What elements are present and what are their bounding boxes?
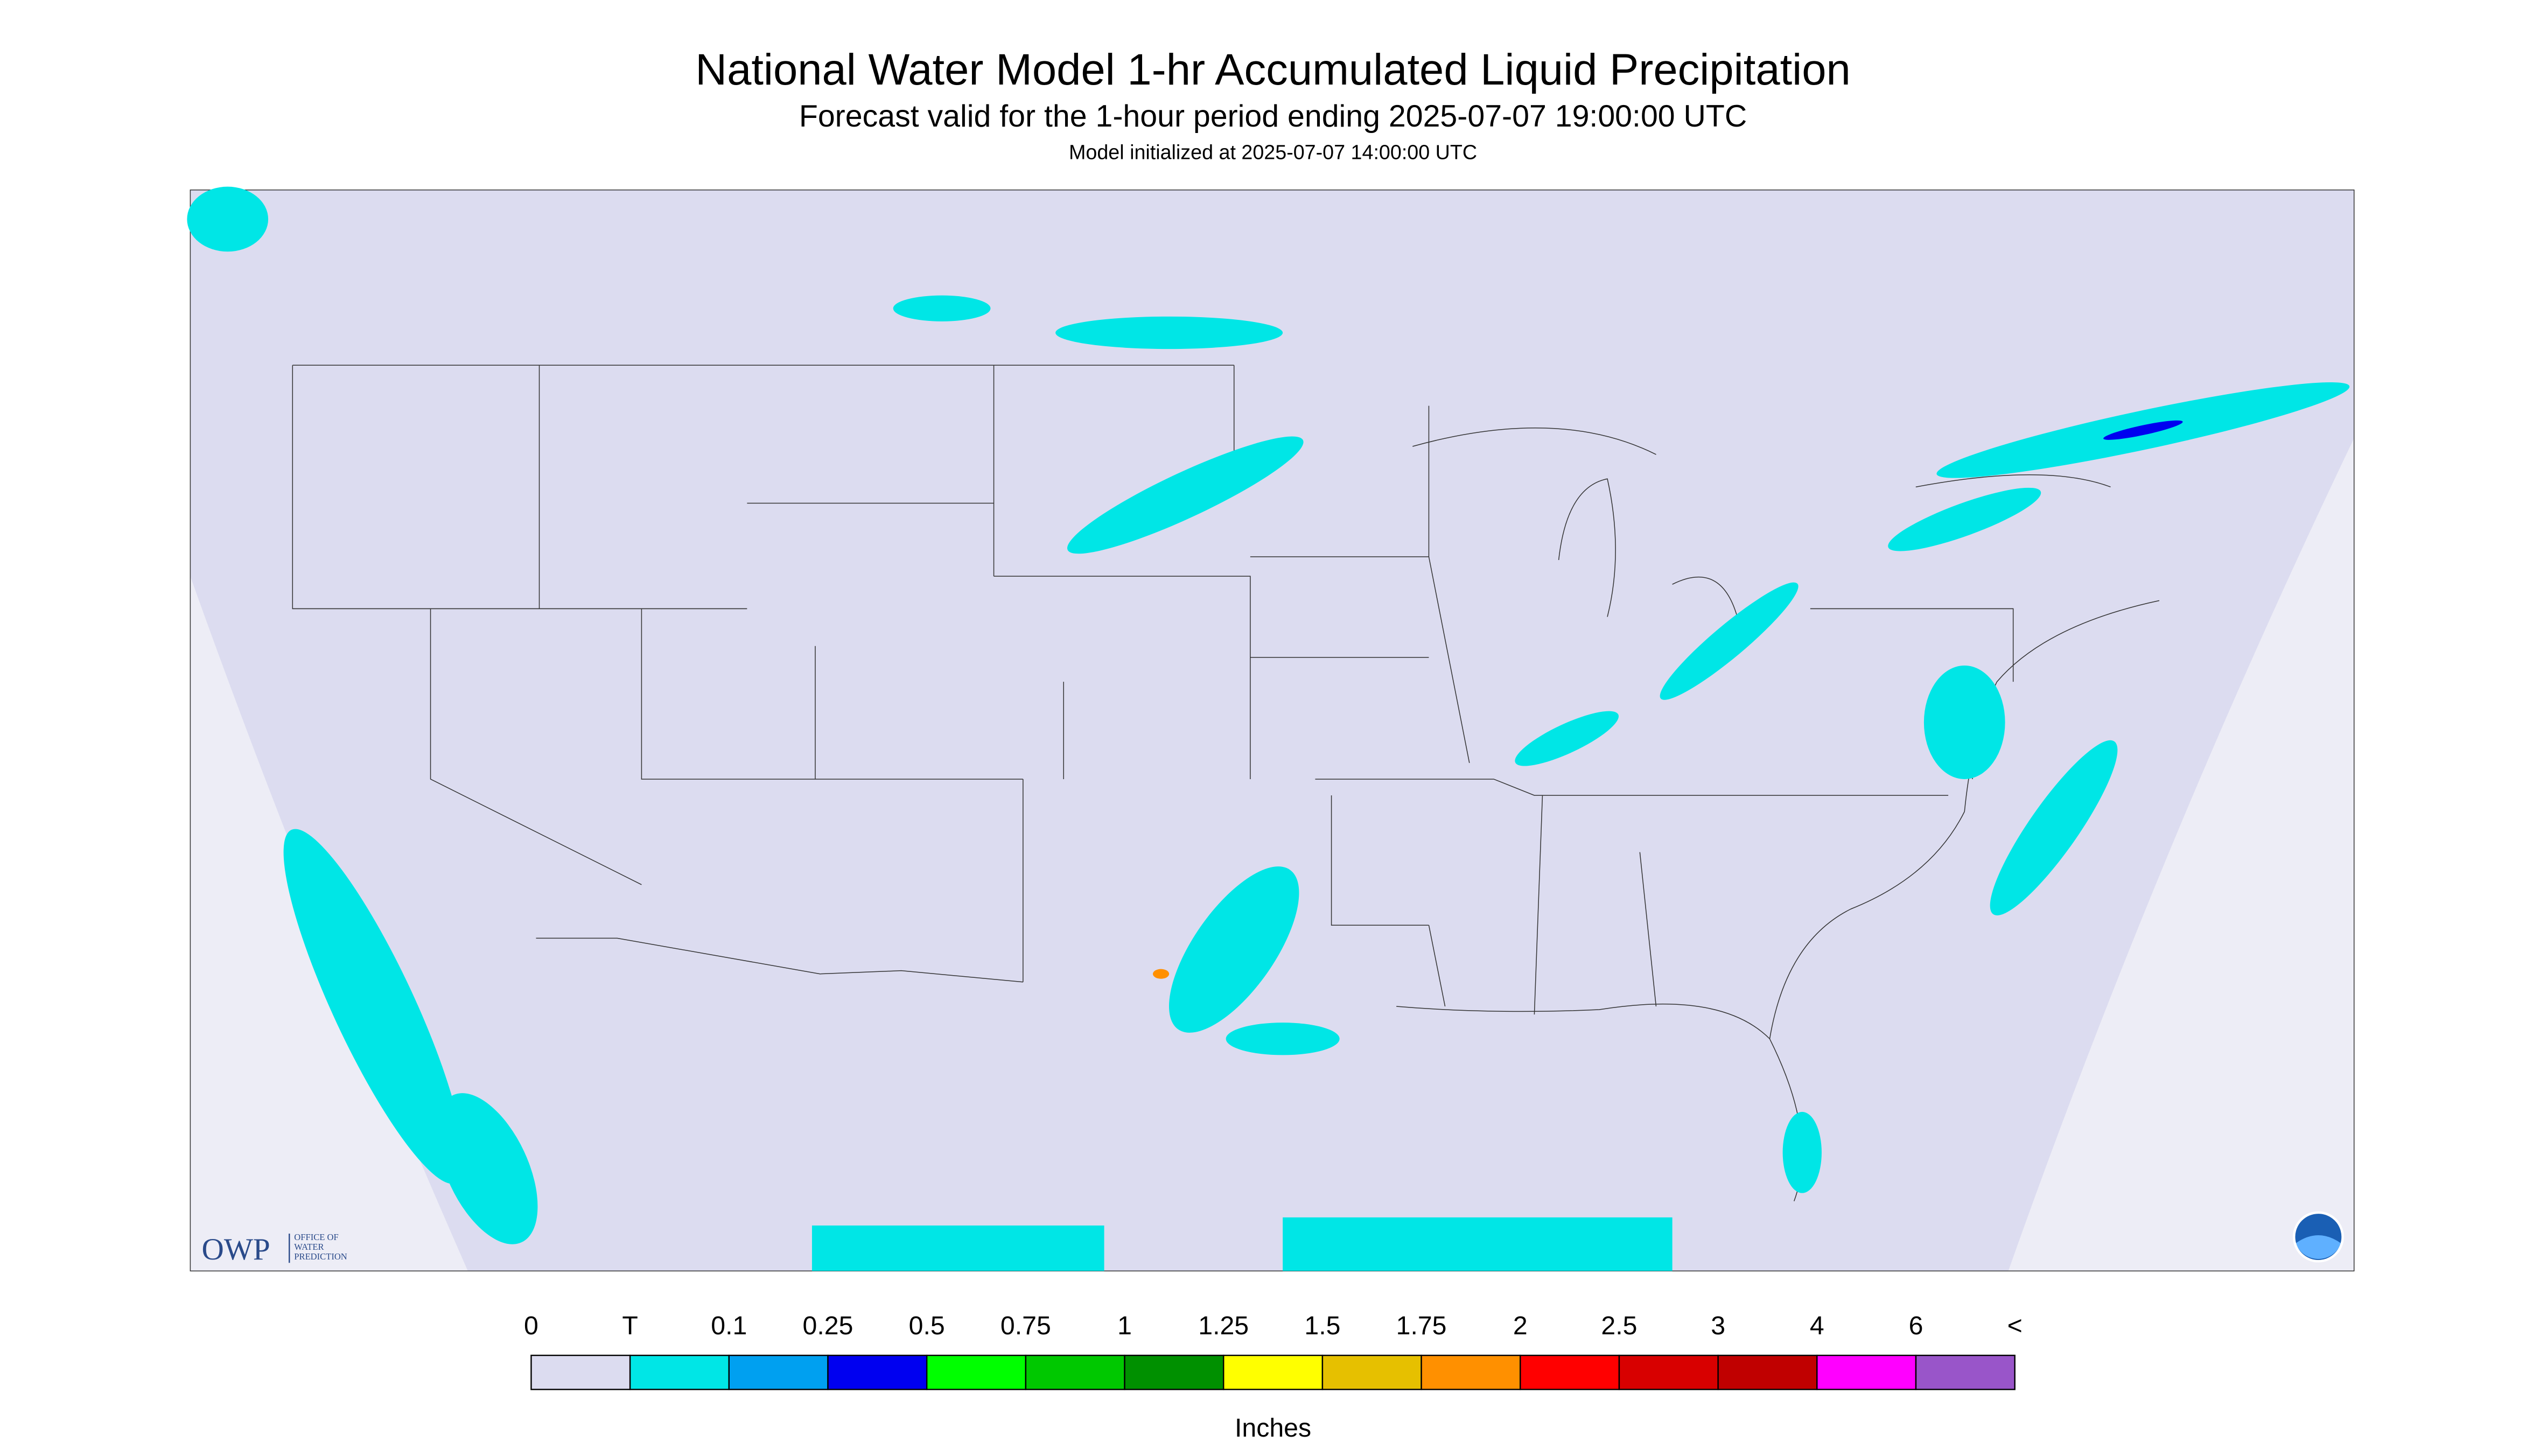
legend-label: 1.25 bbox=[1198, 1311, 1249, 1340]
precip-area bbox=[1168, 866, 1299, 1033]
init-time: Model initialized at 2025-07-07 14:00:00… bbox=[1069, 141, 1477, 163]
legend-label: < bbox=[2007, 1311, 2023, 1340]
precip-area bbox=[1990, 740, 2118, 915]
legend-swatch bbox=[1717, 1354, 1818, 1390]
legend-swatch bbox=[1520, 1354, 1620, 1390]
precip-area bbox=[1226, 1023, 1340, 1055]
legend-label: 2 bbox=[1513, 1311, 1528, 1340]
legend-swatch bbox=[1321, 1354, 1422, 1390]
precip-area bbox=[893, 295, 991, 321]
legend-swatch bbox=[1816, 1354, 1917, 1390]
legend-swatch bbox=[1025, 1354, 1125, 1390]
legend-label: 1.5 bbox=[1304, 1311, 1340, 1340]
title: National Water Model 1-hr Accumulated Li… bbox=[695, 45, 1850, 94]
legend-swatch bbox=[1223, 1354, 1324, 1390]
map: OWP OFFICE OF WATER PREDICTION bbox=[187, 186, 2355, 1272]
precip-area bbox=[1888, 487, 2041, 551]
precip-area bbox=[1055, 316, 1283, 349]
legend-label: 4 bbox=[1810, 1311, 1824, 1340]
precip-area bbox=[1283, 1217, 1673, 1271]
precipitation bbox=[187, 186, 2350, 1271]
precip-area bbox=[187, 186, 269, 252]
legend-swatch bbox=[728, 1354, 829, 1390]
logo-line: WATER bbox=[294, 1242, 324, 1252]
legend-label: 0.75 bbox=[1000, 1311, 1051, 1340]
legend-swatch bbox=[1421, 1354, 1521, 1390]
legend: 0 T 0.1 0.25 0.5 0.75 1 1.25 1.5 1.75 2 2.5 3 4 6 < bbox=[524, 1311, 2023, 1390]
legend-unit: Inches bbox=[1235, 1413, 1311, 1443]
legend-label: 2.5 bbox=[1601, 1311, 1637, 1340]
precip-area bbox=[1923, 665, 2005, 779]
legend-label: 3 bbox=[1711, 1311, 1725, 1340]
precip-area bbox=[1660, 582, 1799, 700]
precip-area bbox=[437, 1093, 538, 1244]
legend-swatch bbox=[530, 1354, 631, 1390]
legend-label: 0.1 bbox=[711, 1311, 747, 1340]
legend-swatch bbox=[1124, 1354, 1224, 1390]
precip-area bbox=[1067, 436, 1304, 554]
legend-swatch bbox=[629, 1354, 730, 1390]
legend-swatch bbox=[827, 1354, 928, 1390]
legend-label: 1 bbox=[1117, 1311, 1132, 1340]
precip-area bbox=[811, 1225, 1104, 1271]
legend-label: 0 bbox=[524, 1311, 538, 1340]
precip-area bbox=[1515, 711, 1619, 766]
legend-swatch bbox=[1915, 1354, 2016, 1390]
logo-line: OFFICE OF bbox=[294, 1232, 338, 1242]
model-domain bbox=[190, 190, 2354, 1271]
legend-label: 1.75 bbox=[1396, 1311, 1447, 1340]
legend-swatch bbox=[1618, 1354, 1719, 1390]
legend-label: 0.5 bbox=[909, 1311, 945, 1340]
subtitle: Forecast valid for the 1-hour period end… bbox=[799, 99, 1747, 134]
owp-logo: OWP OFFICE OF WATER PREDICTION bbox=[201, 1232, 347, 1266]
precip-core bbox=[2103, 420, 2183, 440]
noaa-logo bbox=[2292, 1211, 2344, 1263]
logo-abbr: OWP bbox=[201, 1233, 270, 1266]
precip-core bbox=[1152, 969, 1170, 979]
legend-label: T bbox=[622, 1311, 638, 1340]
legend-label: 6 bbox=[1909, 1311, 1923, 1340]
legend-label: 0.25 bbox=[803, 1311, 853, 1340]
legend-swatch bbox=[926, 1354, 1027, 1390]
precip-area bbox=[283, 829, 464, 1184]
precip-area bbox=[1782, 1111, 1822, 1193]
logo-line: PREDICTION bbox=[294, 1251, 347, 1262]
